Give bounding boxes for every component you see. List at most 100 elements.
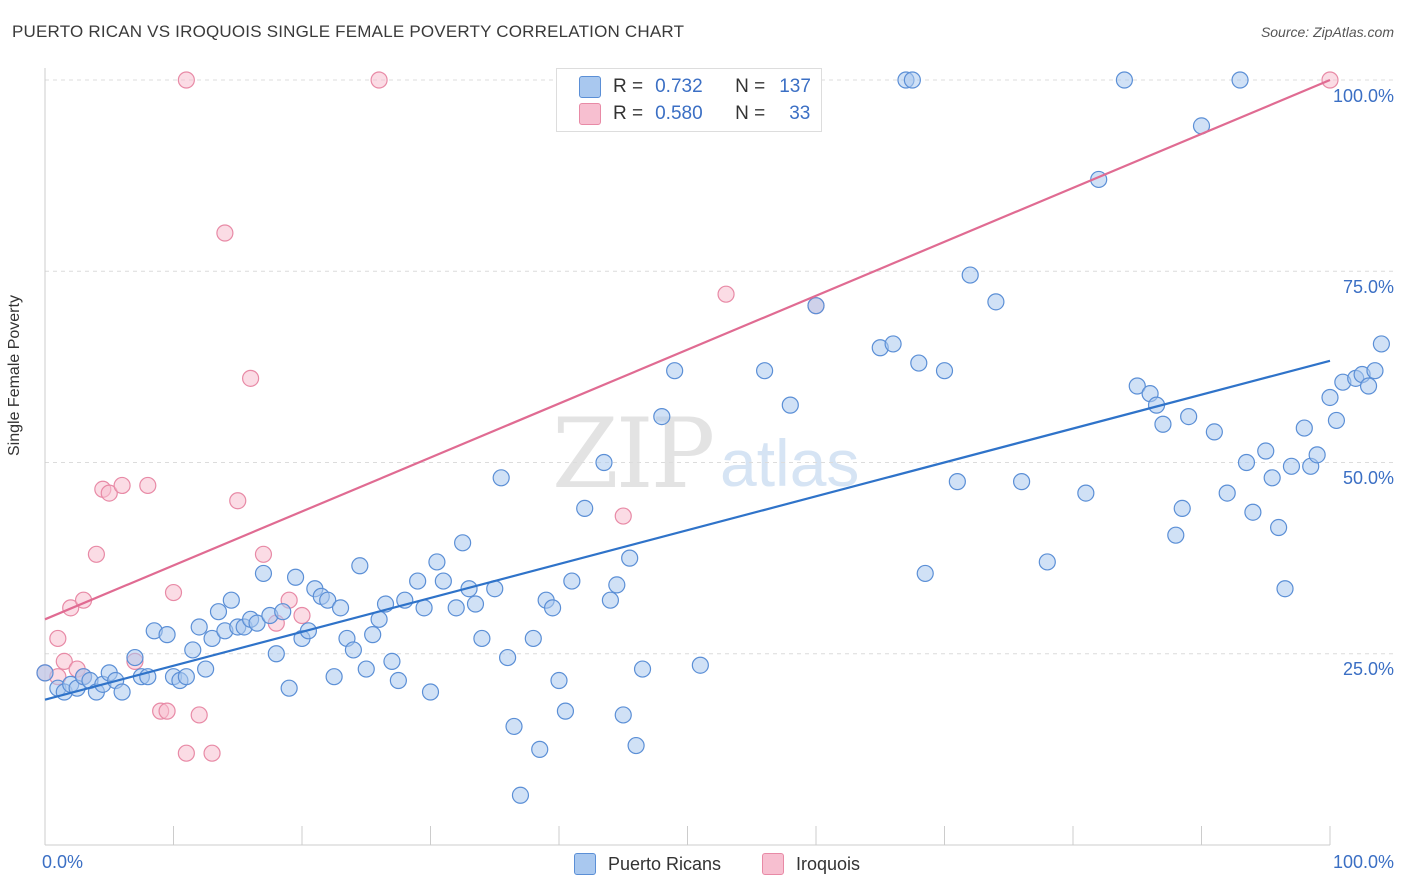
data-point [1244,503,1262,521]
data-point [1128,377,1146,395]
legend-label: Puerto Ricans [608,853,722,874]
data-point [100,484,118,502]
data-point [595,453,613,472]
data-point [961,266,979,284]
data-point [409,572,427,590]
r-label: R = [613,76,644,97]
data-point [903,71,921,89]
data-point [550,671,568,690]
data-point [389,671,407,690]
data-point [267,645,285,663]
data-point [280,679,298,697]
data-point [158,702,176,720]
data-point [466,595,485,613]
data-point [190,706,208,724]
stats-legend: R = 0.732 N = 137 R = 0.580 N = 33 [556,68,822,132]
data-point [286,568,305,586]
data-point [209,603,228,621]
n-value: 33 [789,103,811,124]
blue-swatch [574,853,596,875]
data-point [428,553,446,571]
n-label: N = [735,103,766,124]
data-point [164,583,183,602]
data-point [447,599,465,617]
data-point [492,469,510,487]
data-point [1269,518,1288,537]
data-point [158,626,176,644]
data-point [1038,553,1056,571]
data-point [126,648,144,667]
y-tick-100: 100.0% [1332,86,1394,106]
data-point [1154,415,1172,433]
y-tick-25: 25.0% [1342,659,1394,679]
r-value: 0.732 [655,76,703,97]
data-point [1308,446,1326,464]
data-point [254,545,273,563]
data-point [87,545,106,563]
data-point [254,564,273,583]
pink-swatch [762,853,784,875]
data-point [177,744,195,762]
data-point [1359,377,1378,395]
data-point [948,473,966,491]
x-tick-100: 100.0% [1332,852,1394,872]
chart-title: PUERTO RICAN VS IROQUOIS SINGLE FEMALE P… [12,22,685,41]
data-point [1263,469,1281,487]
data-point [1327,411,1346,430]
data-point [242,369,260,387]
data-point [1295,419,1313,437]
y-tick-50: 50.0% [1342,468,1394,488]
data-point [1237,453,1256,472]
data-point [331,599,350,617]
data-point [633,660,652,678]
gridlines [45,79,1395,655]
data-point [1077,484,1095,502]
data-point [627,736,645,755]
data-point [614,507,632,525]
data-point [473,629,491,648]
data-point [454,534,472,552]
data-point [910,354,928,372]
bottom-legend-puerto-ricans: Puerto Ricans [574,851,721,877]
data-point [691,656,709,674]
data-point [935,362,954,380]
legend-row-puerto-ricans: R = 0.732 N = 137 [579,74,811,100]
data-point [621,549,639,567]
puerto-rican-points [36,71,1391,804]
data-point [421,683,440,701]
y-tick-75: 75.0% [1342,277,1394,297]
data-point [434,572,452,590]
data-point [203,629,221,648]
data-point [274,603,292,621]
legend-label: Iroquois [796,853,861,874]
data-point [1173,499,1191,517]
data-point [113,476,131,495]
trend-line-iroquois [44,78,1331,621]
data-point [614,706,632,724]
iroquois-points [36,71,1339,762]
blue-swatch [579,76,601,98]
legend-row-iroquois: R = 0.580 N = 33 [579,101,810,127]
data-point [177,668,195,686]
data-point [184,641,202,659]
r-label: R = [613,103,644,124]
data-point [139,476,157,495]
data-point [248,614,266,632]
data-point [1218,484,1236,502]
data-point [293,606,311,625]
axes [44,68,1331,846]
n-label: N = [735,76,766,97]
data-point [113,683,131,701]
bottom-legend-iroquois: Iroquois [762,851,860,877]
data-point [666,362,684,380]
data-point [383,652,401,671]
data-point [987,293,1005,311]
data-point [55,652,73,671]
data-point [1115,71,1134,89]
data-point [563,572,581,590]
data-point [884,335,902,353]
n-value: 137 [779,76,811,97]
data-point [755,362,774,380]
data-point [576,499,594,517]
data-point [1012,473,1031,491]
